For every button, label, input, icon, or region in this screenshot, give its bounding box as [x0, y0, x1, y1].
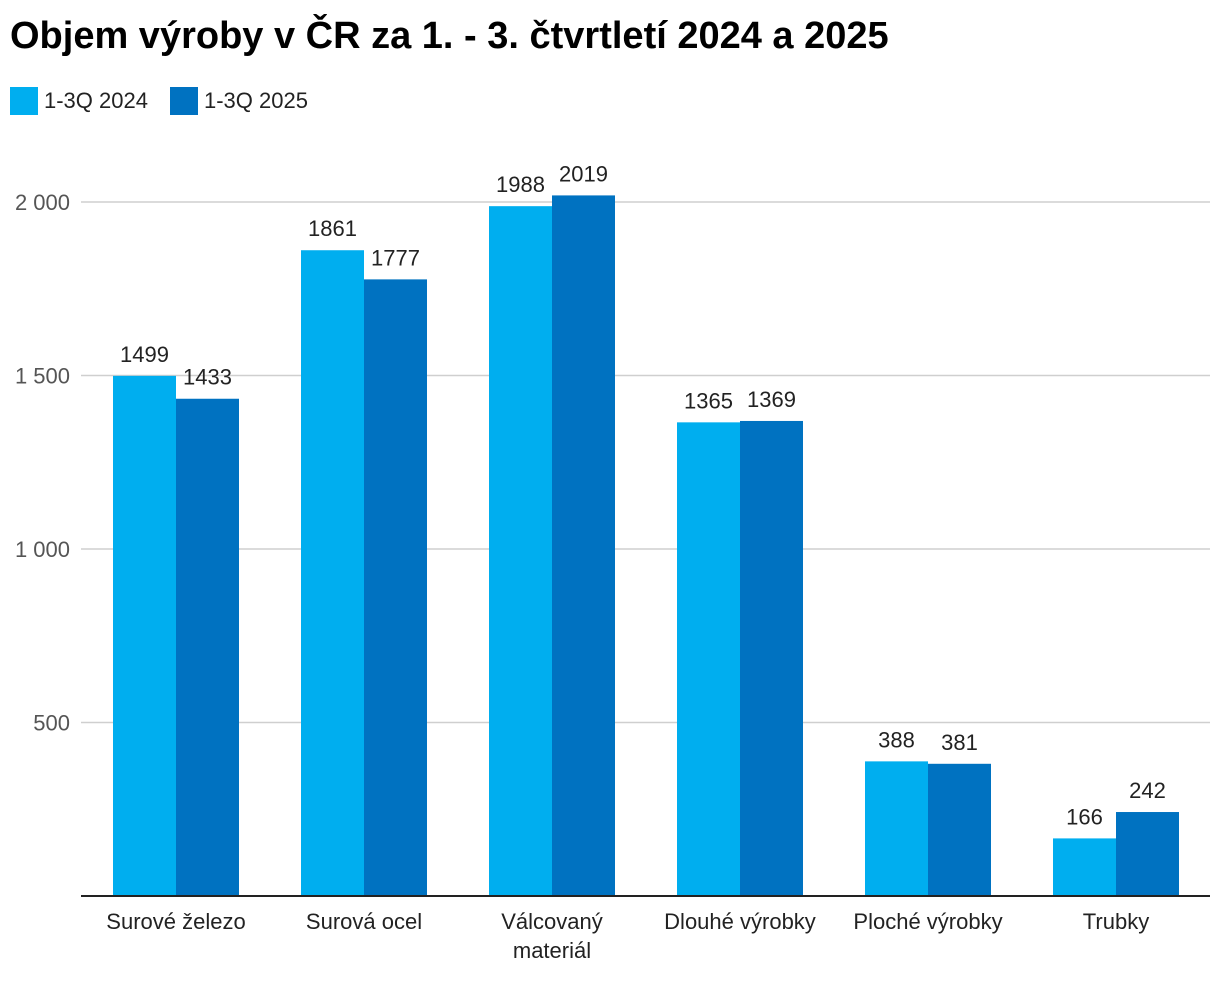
x-category-label: Dlouhé výrobky: [664, 909, 816, 934]
data-label: 1433: [183, 365, 232, 390]
chart-title: Objem výroby v ČR za 1. - 3. čtvrtletí 2…: [10, 15, 889, 57]
bar: [489, 206, 552, 896]
bar: [740, 420, 803, 896]
bar: [113, 375, 176, 896]
data-label: 166: [1066, 804, 1103, 829]
data-label: 1777: [371, 245, 420, 270]
bar: [1116, 812, 1179, 896]
legend: 1-3Q 2024 1-3Q 2025: [10, 86, 330, 116]
y-tick-label: 2 000: [15, 190, 70, 215]
legend-item-2024: 1-3Q 2024: [10, 87, 148, 115]
legend-label-2025: 1-3Q 2025: [203, 88, 308, 113]
data-label: 381: [941, 730, 978, 755]
x-category-label: Válcovaný: [501, 909, 603, 934]
y-tick-label: 500: [33, 711, 70, 736]
bar: [677, 422, 740, 896]
data-label: 1861: [308, 216, 357, 241]
bar: [364, 279, 427, 897]
legend-swatch-2025: [169, 87, 198, 115]
data-label: 2019: [559, 161, 608, 186]
x-category-label: Surové železo: [106, 909, 245, 934]
legend-label-2024: 1-3Q 2024: [44, 88, 148, 113]
x-category-label: materiál: [513, 938, 591, 963]
data-label: 242: [1129, 778, 1166, 803]
bar: [1053, 838, 1116, 896]
bar: [301, 250, 364, 896]
bar: [865, 761, 928, 896]
y-tick-label: 1 500: [15, 364, 70, 389]
bar: [176, 398, 239, 896]
bar: [928, 763, 991, 896]
x-category-label: Surová ocel: [306, 909, 422, 934]
data-label: 1988: [496, 172, 545, 197]
data-label: 1365: [684, 388, 733, 413]
x-category-label: Ploché výrobky: [853, 909, 1002, 934]
x-category-label: Trubky: [1083, 909, 1149, 934]
bar: [552, 195, 615, 897]
legend-swatch-2024: [10, 87, 38, 115]
y-tick-label: 1 000: [15, 537, 70, 562]
data-label: 1499: [120, 342, 169, 367]
data-label: 1369: [747, 387, 796, 412]
legend-item-2025: 1-3Q 2025: [169, 87, 308, 115]
data-label: 388: [878, 727, 915, 752]
